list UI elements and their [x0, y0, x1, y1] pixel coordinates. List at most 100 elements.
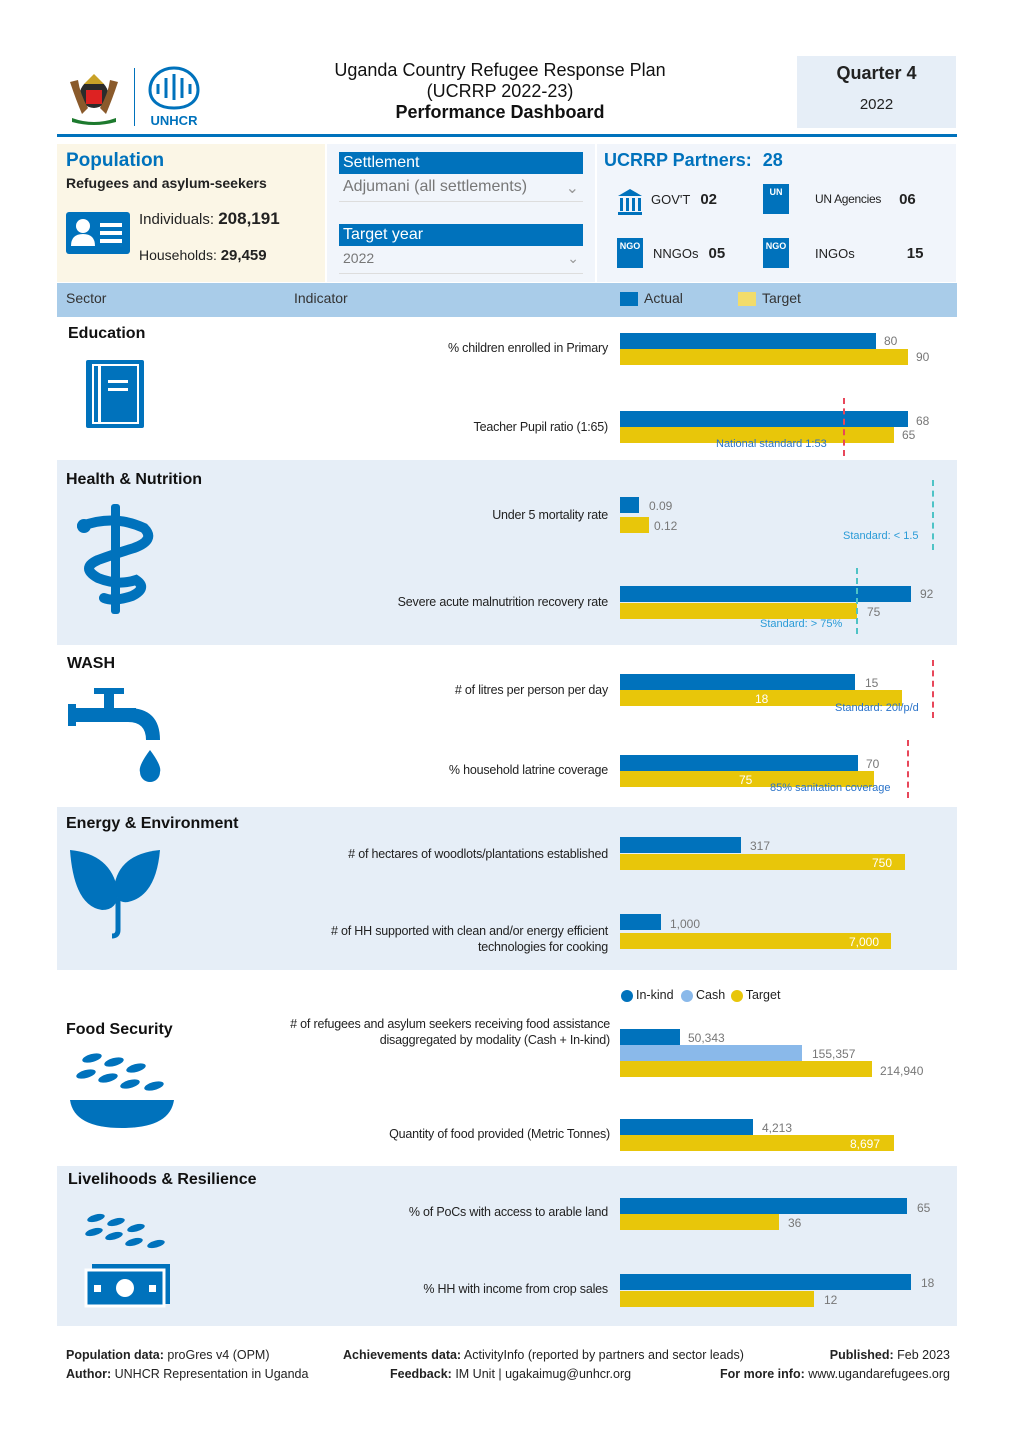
standard-line	[856, 568, 858, 634]
bar-actual	[620, 586, 911, 602]
value-actual: 0.09	[649, 499, 673, 513]
dashboard-title: Uganda Country Refugee Response Plan (UC…	[300, 60, 700, 123]
settlement-filter-label: Settlement	[339, 152, 583, 174]
education-title: Education	[68, 325, 146, 342]
households-stat: Households: 29,459	[139, 247, 267, 264]
value-target: 90	[916, 350, 930, 364]
year-label: 2022	[859, 96, 894, 113]
value-actual: 15	[865, 676, 879, 690]
bar-target	[620, 427, 894, 443]
food-bowl-icon	[70, 1050, 174, 1135]
footer-published-value: Feb 2023	[897, 1348, 950, 1362]
bar-target	[620, 933, 891, 949]
partners-total: 28	[762, 150, 783, 170]
footer-more-link[interactable]: www.ugandarefugees.org	[808, 1367, 950, 1381]
partner-un-label: UN Agencies	[815, 192, 882, 206]
standard-label: Standard: > 75%	[760, 618, 843, 630]
legend-target-label: Target	[762, 290, 801, 306]
partner-nngo-value: 05	[708, 244, 726, 262]
bar-actual	[620, 1198, 907, 1214]
staff-of-asclepius-icon	[74, 504, 156, 619]
bar-actual	[620, 914, 661, 930]
value-actual: 4,213	[762, 1121, 793, 1135]
reporting-period-box: Quarter 4 2022	[797, 56, 956, 128]
footer-feedback-value[interactable]: IM Unit | ugakaimug@unhcr.org	[455, 1367, 632, 1381]
value-actual: 65	[917, 1201, 931, 1215]
quarter-label: Quarter 4	[836, 63, 917, 83]
sector-column-header: Sector	[66, 290, 107, 306]
value-actual: 1,000	[670, 917, 701, 931]
partner-ingo-label: INGOs	[815, 245, 855, 261]
legend-target: Target	[738, 290, 801, 307]
table-header: Sector Indicator Actual Target	[57, 283, 957, 317]
indicator-column-header: Indicator	[294, 290, 348, 306]
bar-actual	[620, 837, 741, 853]
footer-more-info: For more info: www.ugandarefugees.org	[720, 1367, 950, 1381]
target-year-filter: Target year 2022 ⌄	[339, 224, 583, 274]
footer-more-label: For more info:	[720, 1367, 805, 1381]
value-target: 36	[788, 1216, 802, 1230]
standard-line	[932, 480, 934, 550]
un-agency-icon: UN	[763, 184, 789, 214]
partner-un-value: 06	[899, 190, 916, 208]
indicator-label: Under 5 mortality rate	[492, 508, 608, 522]
bar-target	[620, 1214, 779, 1230]
partner-ingo-value: 15	[906, 244, 924, 262]
legend-actual: Actual	[620, 290, 683, 307]
target-year-dropdown[interactable]: 2022 ⌄	[339, 246, 583, 274]
indicator-label: # of refugees and asylum seekers receivi…	[240, 1016, 610, 1048]
bar-actual	[620, 1274, 911, 1290]
value-target: 8,697	[850, 1137, 881, 1151]
indicator-label: Teacher Pupil ratio (1:65)	[473, 420, 609, 434]
value-target: 75	[739, 773, 753, 787]
footer-pop-label: Population data:	[66, 1348, 164, 1362]
title-line-1: Uganda Country Refugee Response Plan	[334, 60, 666, 80]
health-title: Health & Nutrition	[66, 471, 202, 488]
logo-divider	[134, 68, 135, 126]
settlement-filter: Settlement Adjumani (all settlements) ⌄	[339, 152, 583, 202]
bar-target	[620, 603, 857, 619]
standard-line	[843, 398, 845, 456]
individuals-value: 208,191	[218, 209, 280, 228]
partner-nngo: NGO NNGOs 05	[617, 238, 725, 268]
indicator-label: # of hectares of woodlots/plantations es…	[348, 847, 608, 861]
footer-published: Published: Feb 2023	[830, 1348, 950, 1362]
bar-actual	[620, 674, 855, 690]
bar-cash	[620, 1045, 802, 1061]
settlement-dropdown[interactable]: Adjumani (all settlements) ⌄	[339, 174, 583, 202]
bar-actual	[620, 333, 876, 349]
bar-target	[620, 690, 902, 706]
value-target: 214,940	[880, 1064, 924, 1078]
footer-feedback: Feedback: IM Unit | ugakaimug@unhcr.org	[390, 1367, 631, 1381]
partner-govt-label: GOV'T	[651, 191, 691, 207]
bar-target	[620, 349, 908, 365]
footer-feedback-label: Feedback:	[390, 1367, 452, 1381]
standard-label: National standard 1:53	[716, 438, 827, 450]
settlement-selected-value: Adjumani (all settlements)	[343, 178, 528, 195]
bar-target	[620, 1291, 814, 1307]
indicator-label: % children enrolled in Primary	[447, 341, 608, 355]
individuals-stat: Individuals: 208,191	[139, 209, 280, 229]
partners-title: UCRRP Partners: 28	[604, 150, 783, 171]
food-legend: In-kind Cash Target	[621, 988, 780, 1002]
value-cash: 155,357	[812, 1047, 856, 1061]
wash-title: WASH	[67, 655, 115, 672]
nngo-icon: NGO	[617, 238, 643, 268]
value-target: 12	[824, 1293, 838, 1307]
unhcr-logo-text: UNHCR	[150, 113, 198, 128]
standard-label: Standard: < 1.5	[843, 530, 919, 542]
chevron-down-icon: ⌄	[565, 180, 579, 197]
value-actual: 70	[866, 757, 880, 771]
footer-author-value: UNHCR Representation in Uganda	[114, 1367, 309, 1381]
standard-label: 85% sanitation coverage	[770, 782, 891, 794]
footer-author: Author: UNHCR Representation in Uganda	[66, 1367, 308, 1381]
footer-population-source: Population data: proGres v4 (OPM)	[66, 1348, 270, 1362]
value-actual: 68	[916, 414, 930, 428]
footer-achievements-source: Achievements data: ActivityInfo (reporte…	[343, 1348, 744, 1362]
indicator-label: # of HH supported with clean and/or ener…	[248, 923, 608, 955]
id-card-icon	[66, 212, 130, 254]
standard-line	[907, 740, 909, 798]
partner-govt: GOV'T 02	[617, 184, 717, 215]
indicator-label: # of litres per person per day	[454, 683, 608, 697]
indicator-label: Quantity of food provided (Metric Tonnes…	[389, 1127, 610, 1141]
